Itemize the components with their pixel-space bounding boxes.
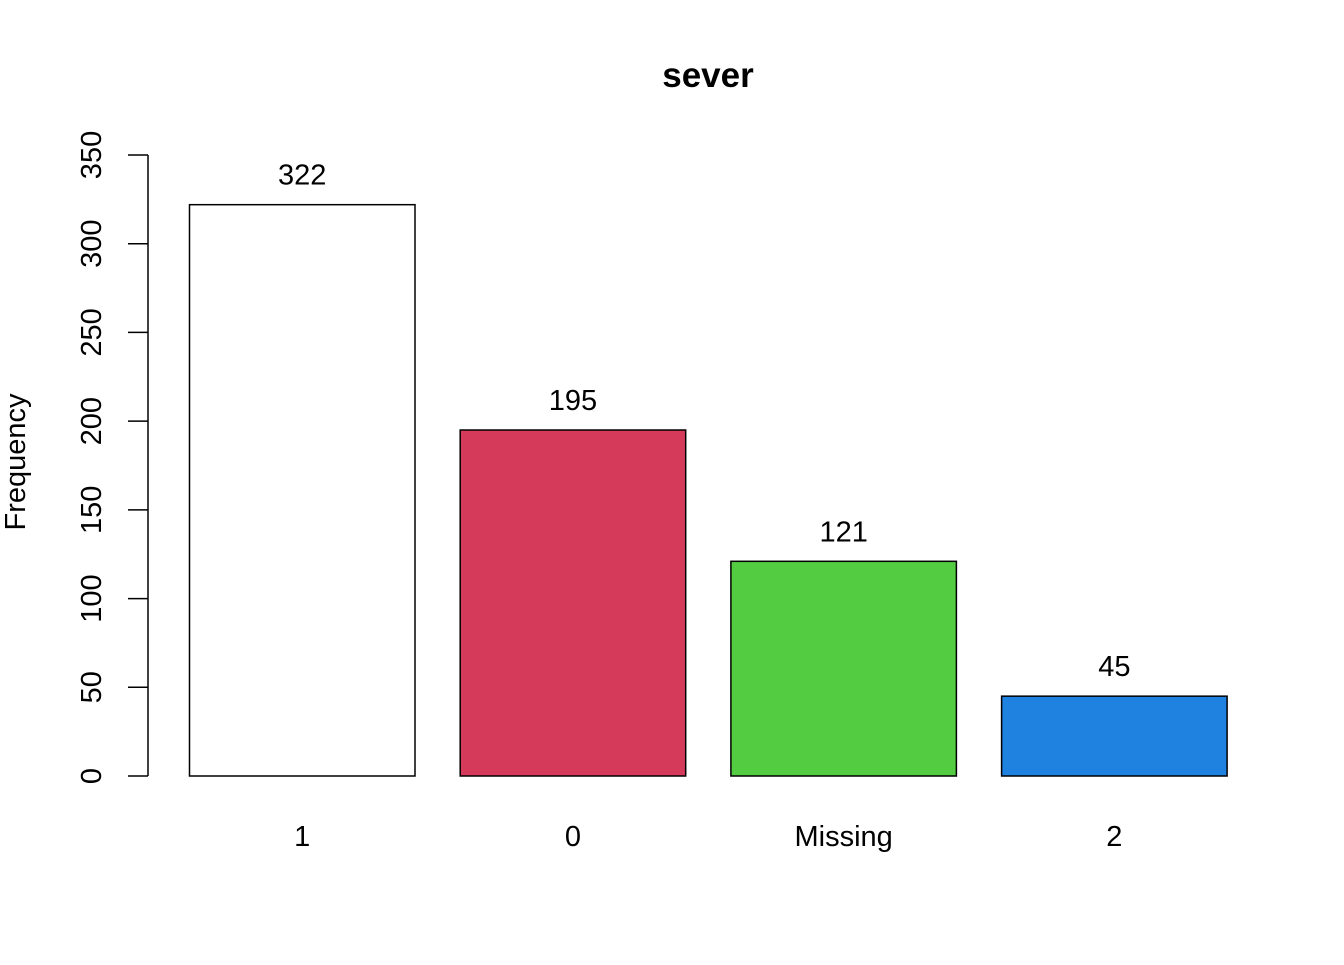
bar <box>730 560 958 777</box>
y-tick-label: 0 <box>76 768 108 784</box>
y-tick-label: 100 <box>76 574 108 622</box>
x-labels-group: 1 0 Missing 2 <box>294 821 1122 853</box>
y-tick-label: 150 <box>76 486 108 534</box>
x-category-label: 2 <box>1106 821 1122 853</box>
bar <box>188 203 416 777</box>
y-tick-label: 250 <box>76 308 108 356</box>
y-tick-label: 50 <box>76 671 108 703</box>
value-labels-group: 322 195 121 45 <box>278 160 1130 683</box>
bar-value-label: 322 <box>278 160 326 192</box>
x-category-label: 0 <box>565 821 581 853</box>
y-axis: 0 50 100 150 200 250 300 350 <box>76 131 149 784</box>
bar-value-label: 195 <box>549 385 597 417</box>
bars-group <box>188 203 1228 777</box>
y-tick-label: 300 <box>76 220 108 268</box>
x-category-label: 1 <box>294 821 310 853</box>
chart-title: sever <box>662 56 754 95</box>
y-axis-title: Frequency <box>0 393 32 531</box>
y-tick-label: 350 <box>76 131 108 179</box>
bar <box>459 429 687 777</box>
bar-value-label: 121 <box>819 516 867 548</box>
bar-value-label: 45 <box>1098 651 1130 683</box>
bar <box>1000 695 1228 777</box>
x-category-label: Missing <box>794 821 892 853</box>
y-tick-label: 200 <box>76 397 108 445</box>
